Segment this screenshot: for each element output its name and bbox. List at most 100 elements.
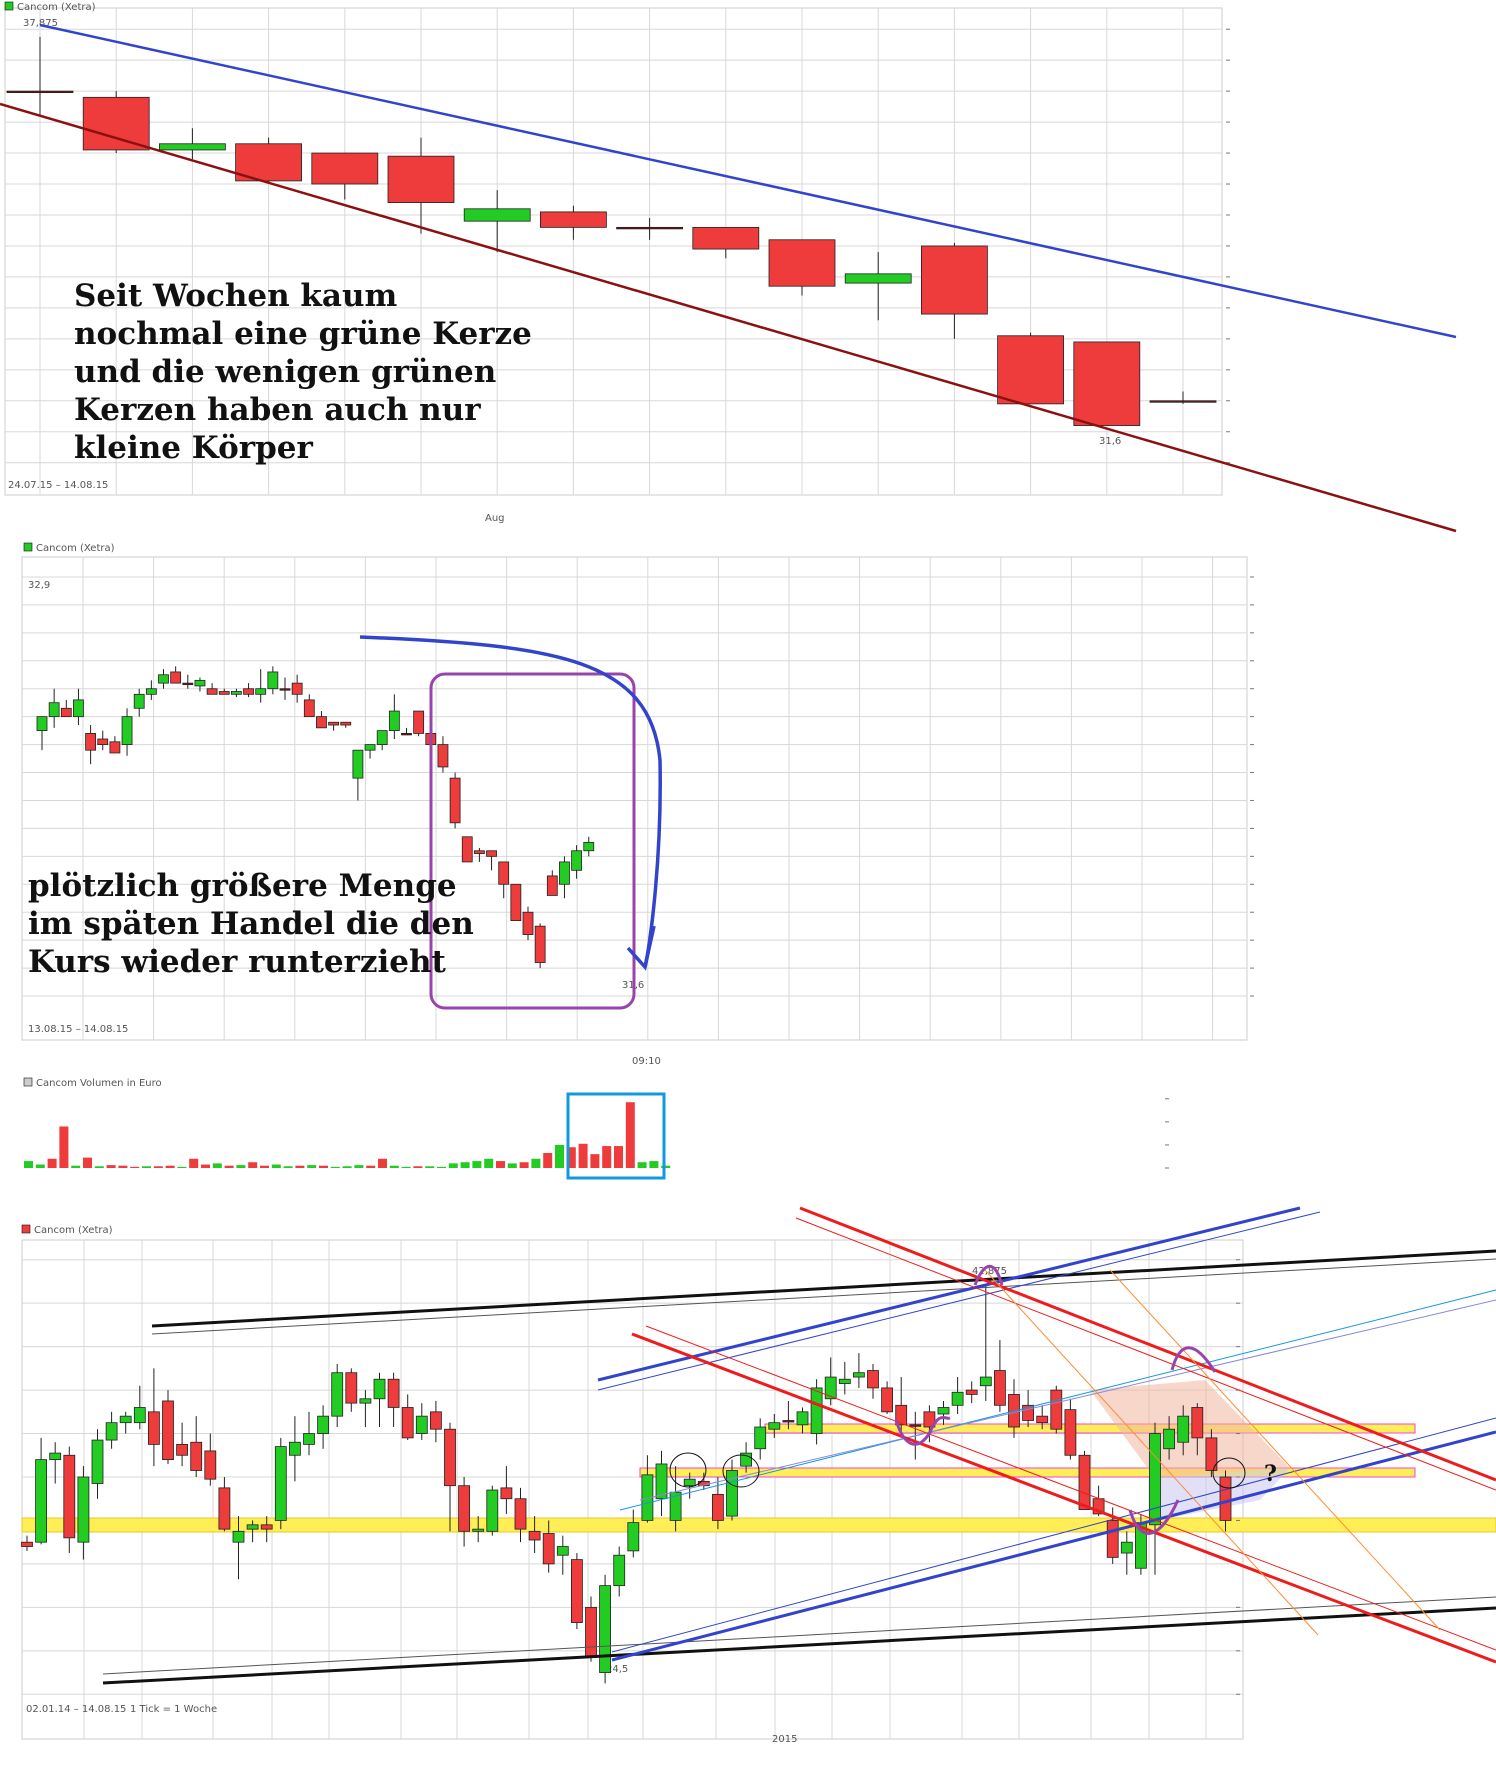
candle-body <box>373 1378 386 1400</box>
candle-body <box>97 738 109 745</box>
candle <box>1073 341 1141 426</box>
candle <box>559 856 570 899</box>
question-mark: ? <box>1264 1461 1277 1487</box>
candle <box>288 1416 301 1482</box>
volume-bar <box>342 1166 352 1168</box>
candle <box>754 1418 767 1460</box>
candle-body <box>534 925 546 963</box>
blue-upper-thin <box>597 1211 1321 1391</box>
volume-bar <box>319 1165 328 1168</box>
candle-body <box>522 911 534 935</box>
red-channel-lower-thin <box>645 1325 1496 1651</box>
candles <box>6 36 1217 426</box>
candle-body <box>1149 400 1217 403</box>
candle-body <box>6 90 74 94</box>
candle-body <box>288 1441 301 1456</box>
candle <box>274 1437 287 1530</box>
candle <box>449 772 461 829</box>
candle <box>726 1459 738 1521</box>
candle-body <box>692 226 760 250</box>
candle <box>965 1381 978 1404</box>
candle-body <box>768 1422 781 1430</box>
candle-body <box>303 1433 315 1445</box>
purple-mark-4 <box>1170 1346 1217 1373</box>
candle <box>571 845 582 879</box>
candle-body <box>669 1491 682 1521</box>
candle-body <box>190 1441 203 1471</box>
candle-body <box>1163 1428 1175 1450</box>
candle-body <box>235 143 303 182</box>
grid <box>22 1240 1243 1739</box>
candle <box>364 744 376 759</box>
candle-body <box>571 850 582 871</box>
volume-bar <box>248 1162 258 1168</box>
candle <box>895 1377 908 1432</box>
candle <box>510 883 522 921</box>
candle-body <box>486 850 497 857</box>
candle-body <box>158 674 169 684</box>
candle-body <box>303 699 315 718</box>
resistance-zone-34 <box>764 1423 1416 1434</box>
candle <box>444 1422 456 1532</box>
candle-body <box>328 721 340 726</box>
volume-bar <box>47 1158 57 1168</box>
annotation-1: Seit Wochen kaum nochmal eine grüne Kerz… <box>74 278 543 466</box>
candle <box>206 683 218 695</box>
candle <box>768 1413 781 1438</box>
candle-body <box>243 688 254 695</box>
cyan-line <box>619 1289 1496 1511</box>
volume-bar <box>413 1166 423 1168</box>
volume-bars <box>24 1102 671 1168</box>
interval-label: 1 Tick = 1 Woche <box>130 1704 217 1715</box>
candle <box>997 332 1064 405</box>
candle-body <box>194 679 206 687</box>
candle-body <box>316 716 327 729</box>
candle-body <box>279 688 291 691</box>
candle <box>158 128 226 160</box>
candle-body <box>498 861 510 885</box>
candle-body <box>559 861 570 885</box>
candle-body <box>429 1411 442 1430</box>
candle <box>692 226 760 259</box>
candle <box>218 1477 231 1532</box>
red-channel-upper <box>799 1206 1496 1482</box>
candle <box>472 1516 485 1543</box>
candle-body <box>340 721 352 726</box>
candle-body <box>1120 1541 1133 1554</box>
candle <box>1078 1450 1091 1510</box>
red-channel-lower <box>631 1332 1496 1664</box>
candle <box>60 699 72 718</box>
candle <box>838 1361 851 1395</box>
purple-mark-1 <box>894 1416 951 1446</box>
candle-body <box>599 1585 611 1673</box>
candle-body <box>1064 1409 1077 1456</box>
volume-bar <box>460 1162 470 1168</box>
candle <box>230 688 242 698</box>
candle-body <box>1219 1476 1232 1521</box>
candle-body <box>528 1530 541 1541</box>
panel-2-frame <box>21 556 1248 1041</box>
candle-body <box>387 1378 400 1408</box>
candle-body <box>109 741 121 754</box>
candle-body <box>810 1387 823 1434</box>
volume-bar <box>94 1166 104 1168</box>
volume-highlight-box <box>566 1092 666 1180</box>
candle <box>556 1535 569 1575</box>
volume-bar <box>71 1165 81 1168</box>
candle-body <box>364 744 376 751</box>
candle-body <box>274 1446 287 1521</box>
candle <box>401 727 412 736</box>
candle <box>415 1403 428 1441</box>
volume-bar <box>189 1158 199 1168</box>
volume-bar <box>35 1164 45 1168</box>
volume-bar <box>566 1147 576 1168</box>
candle <box>133 688 145 717</box>
volume-bar <box>153 1166 163 1168</box>
candle-body <box>218 1487 231 1530</box>
volume-bar <box>484 1158 494 1168</box>
candle <box>328 721 340 731</box>
high-label: 42,875 <box>972 1266 1007 1277</box>
candle-body <box>853 1372 865 1378</box>
candle <box>571 1553 583 1630</box>
candle <box>97 730 109 751</box>
